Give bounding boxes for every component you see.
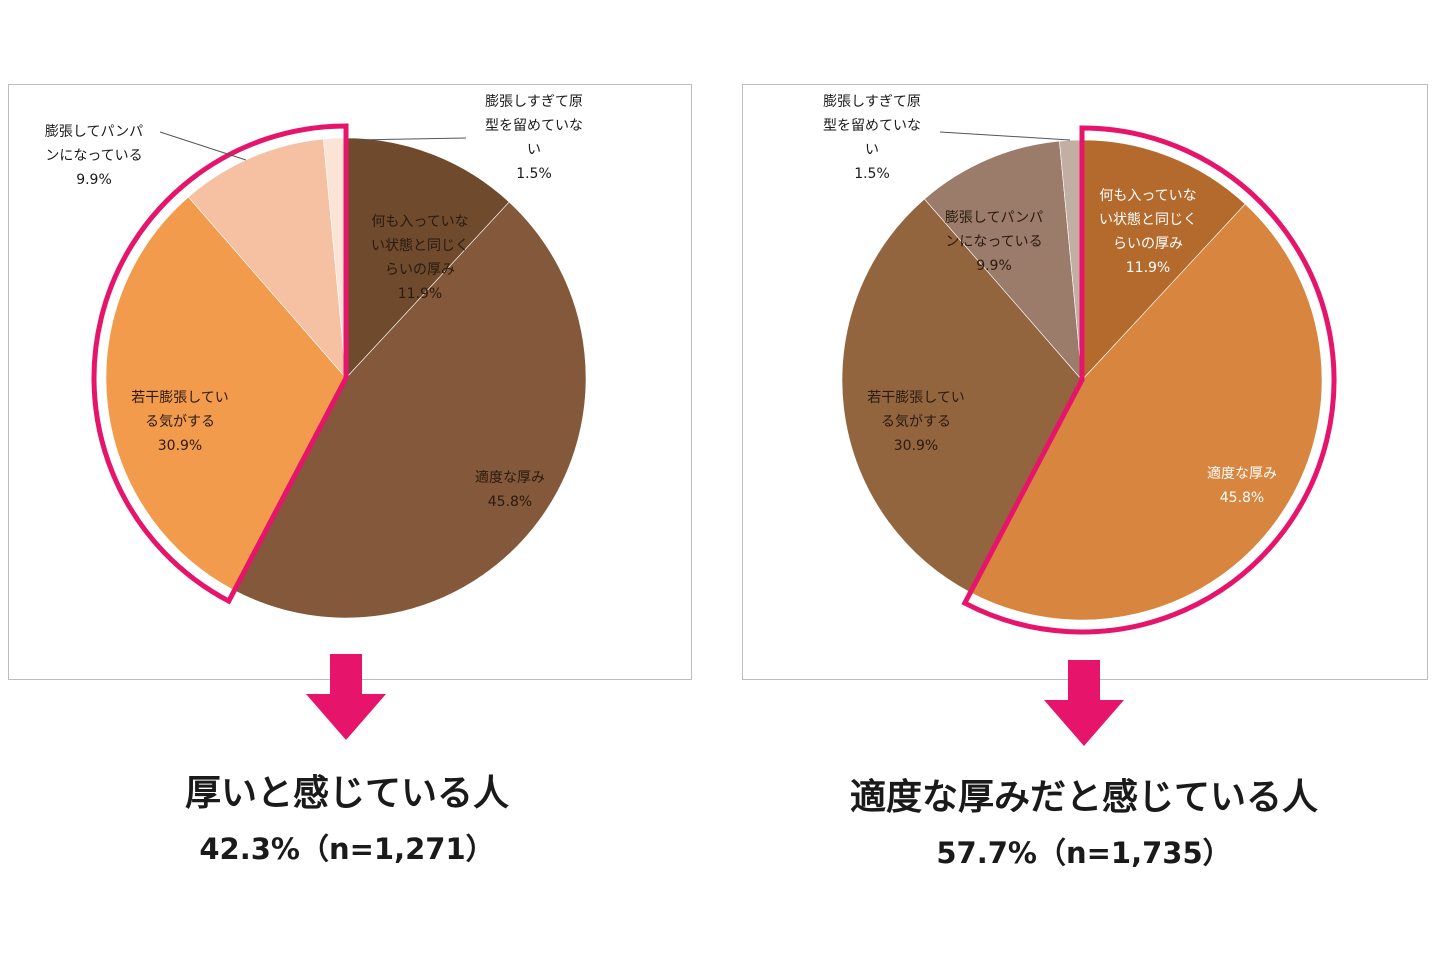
down-arrow-icon-0 bbox=[306, 654, 386, 740]
slice-label-0-2: 若干膨張している気がする 30.9% bbox=[131, 389, 229, 454]
leader-line-1-4 bbox=[939, 131, 1071, 141]
slice-label-1-1: 適度な厚み 45.8% bbox=[1207, 465, 1277, 506]
down-arrow-icon-1 bbox=[1044, 660, 1124, 746]
leader-line-0-4 bbox=[355, 137, 467, 141]
pie-slice-0-1 bbox=[233, 201, 587, 619]
slice-label-0-3: 膨張してパンパンになっている 9.9% bbox=[45, 123, 143, 188]
caption-left-title: 厚いと感じている人 bbox=[184, 773, 509, 814]
slice-label-1-3: 膨張してパンパンになっている 9.9% bbox=[945, 209, 1043, 274]
slice-label-0-0: 何も入っていない状態と同じくらいの厚み 11.9% bbox=[371, 214, 469, 302]
pie-slice-0-0 bbox=[345, 137, 510, 379]
caption-right-title: 適度な厚みだと感じている人 bbox=[849, 777, 1318, 818]
slice-label-1-2: 若干膨張している気がする 30.9% bbox=[867, 389, 965, 454]
leader-line-0-3 bbox=[159, 131, 247, 161]
highlight-outline-1 bbox=[961, 125, 1337, 635]
pie-slice-1-0 bbox=[1081, 139, 1246, 381]
pie-slice-0-3 bbox=[187, 138, 347, 379]
slice-label-1-0: 何も入っていない状態と同じくらいの厚み 11.9% bbox=[1099, 188, 1197, 276]
highlight-outline-0 bbox=[91, 123, 349, 605]
caption-left-subtitle: 42.3%（n=1,271） bbox=[199, 832, 495, 866]
slice-label-1-4: 膨張しすぎて原型を留めていない 1.5% bbox=[823, 93, 921, 182]
slice-label-0-1: 適度な厚み 45.8% bbox=[475, 469, 545, 510]
pie-slice-1-3 bbox=[923, 140, 1083, 381]
slice-label-0-4: 膨張しすぎて原型を留めていない 1.5% bbox=[485, 93, 583, 182]
caption-right-subtitle: 57.7%（n=1,735） bbox=[936, 836, 1232, 870]
pie-slice-1-1 bbox=[969, 203, 1323, 621]
